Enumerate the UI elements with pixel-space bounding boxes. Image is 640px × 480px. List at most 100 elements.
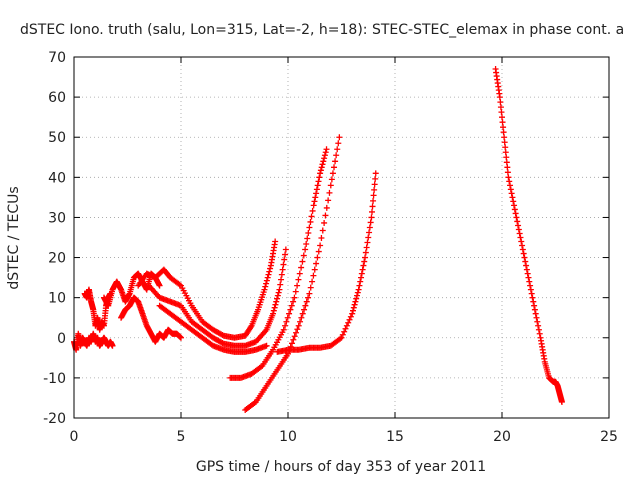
data-point — [502, 149, 509, 156]
data-point — [315, 248, 322, 255]
data-point — [290, 336, 297, 343]
y-tick-label: 20 — [48, 251, 66, 267]
data-point — [366, 224, 373, 231]
data-point — [370, 197, 377, 204]
data-point — [305, 229, 312, 236]
data-point — [349, 310, 356, 317]
data-point — [500, 129, 507, 136]
data-point — [522, 258, 529, 265]
data-point — [328, 176, 335, 183]
data-point — [284, 314, 291, 321]
data-point — [508, 190, 515, 197]
data-point — [353, 295, 360, 302]
data-point — [507, 186, 514, 193]
data-point — [291, 294, 298, 301]
data-point — [270, 307, 277, 314]
axis-ticks: 0 5 10 15 20 25 -20 -10 0 10 20 30 40 50 60 70 — [43, 50, 618, 445]
data-point — [257, 363, 264, 370]
data-point — [297, 318, 304, 325]
data-point — [273, 298, 280, 305]
data-point — [323, 204, 330, 211]
data-point — [310, 272, 317, 279]
data-point — [247, 323, 254, 330]
plot-frame — [73, 56, 610, 419]
data-point — [304, 235, 311, 242]
data-point — [343, 322, 350, 329]
data-point — [341, 328, 348, 335]
data-point — [313, 190, 320, 197]
data-point — [276, 286, 283, 293]
data-point — [509, 194, 516, 201]
data-point — [272, 238, 279, 245]
data-point — [302, 246, 309, 253]
data-point — [321, 219, 328, 226]
data-point — [307, 284, 314, 291]
data-point — [289, 340, 296, 347]
data-point — [279, 266, 286, 273]
data-series — [81, 286, 114, 333]
data-point — [272, 301, 279, 308]
data-point — [298, 314, 305, 321]
data-point — [511, 202, 518, 209]
data-point — [345, 319, 352, 326]
data-point — [333, 152, 340, 159]
data-point — [502, 144, 509, 151]
data-point — [368, 208, 375, 215]
data-point — [342, 325, 349, 332]
data-point — [524, 270, 531, 277]
data-point — [298, 264, 305, 271]
data-point — [497, 104, 504, 111]
data-point — [535, 326, 542, 333]
data-series — [135, 238, 279, 341]
data-series — [492, 66, 565, 405]
data-point — [501, 134, 508, 141]
data-point — [314, 254, 321, 261]
y-tick-label: 50 — [48, 130, 66, 146]
x-tick-label: 20 — [493, 429, 511, 445]
data-point — [501, 139, 508, 146]
data-point — [312, 194, 319, 201]
data-point — [263, 277, 270, 284]
data-point — [360, 262, 367, 269]
data-point — [354, 292, 361, 299]
y-tick-label: -20 — [43, 411, 66, 427]
data-point — [350, 307, 357, 314]
data-point — [271, 304, 278, 311]
data-point — [511, 206, 518, 213]
data-point — [219, 332, 226, 339]
data-point — [292, 288, 299, 295]
data-point — [332, 158, 339, 165]
data-point — [270, 310, 277, 317]
chart-title: dSTEC Iono. truth (salu, Lon=315, Lat=-2… — [20, 22, 624, 38]
data-point — [287, 306, 294, 313]
data-point — [331, 164, 338, 171]
data-point — [529, 294, 536, 301]
data-point — [514, 218, 521, 225]
data-point — [282, 322, 289, 329]
data-point — [517, 234, 524, 241]
data-point — [361, 258, 368, 265]
data-point — [322, 212, 329, 219]
data-point — [535, 322, 542, 329]
data-point — [370, 192, 377, 199]
x-tick-label: 15 — [386, 429, 404, 445]
data-point — [277, 281, 284, 288]
data-point — [313, 260, 320, 267]
data-point — [305, 294, 312, 301]
data-point — [294, 282, 301, 289]
data-point — [288, 302, 295, 309]
data-point — [318, 235, 325, 242]
data-point — [338, 334, 345, 341]
data-point — [309, 278, 316, 285]
data-series — [156, 302, 270, 355]
data-point — [282, 246, 289, 253]
data-point — [314, 182, 321, 189]
data-point — [263, 280, 270, 287]
data-point — [496, 94, 503, 101]
data-point — [326, 189, 333, 196]
data-point — [367, 219, 374, 226]
data-point — [282, 251, 289, 258]
data-point — [320, 158, 327, 165]
x-axis-label: GPS time / hours of day 353 of year 2011 — [196, 459, 486, 475]
